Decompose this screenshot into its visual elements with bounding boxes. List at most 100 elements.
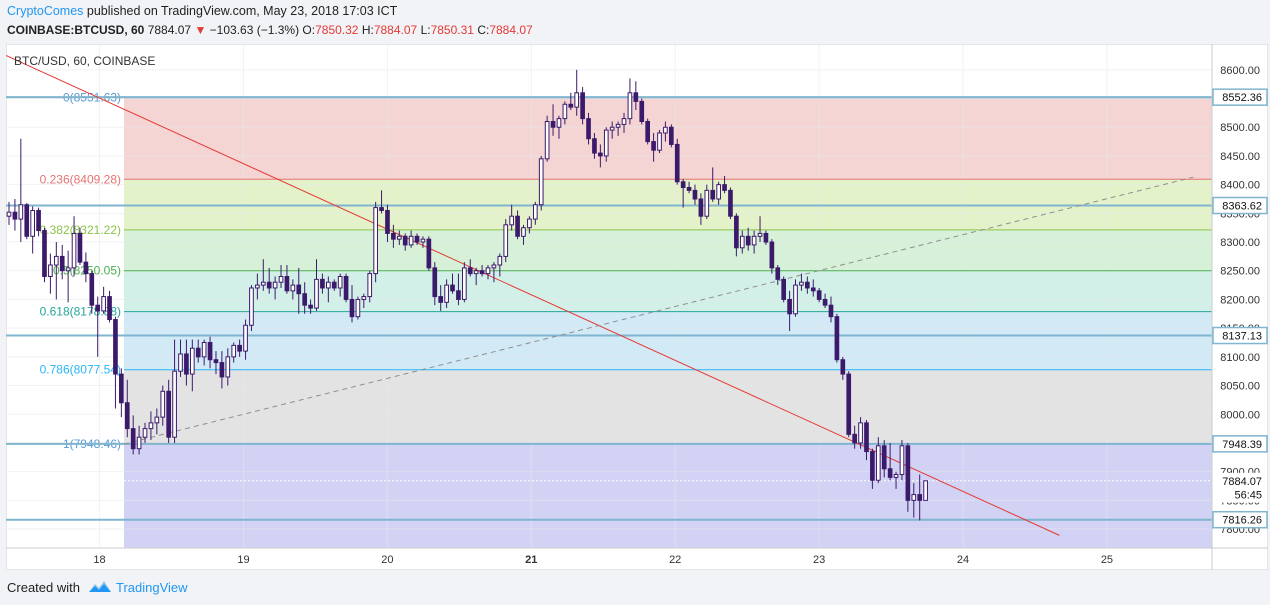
candlestick-chart[interactable]: 0(8551.63)0.236(8409.28)0.382(8321.22)0.…	[5, 43, 1269, 571]
y-tick-label: 8450.00	[1220, 151, 1260, 163]
candle-body	[438, 296, 444, 303]
candle-body	[36, 209, 41, 232]
x-tick-label: 20	[381, 554, 393, 566]
price-tag-label: 7948.39	[1222, 439, 1262, 451]
x-tick-label: 24	[957, 554, 969, 566]
change-arrow-icon: ▼	[194, 23, 207, 37]
price-tag-box	[1212, 326, 1268, 345]
y-tick-label: 8400.00	[1220, 180, 1260, 192]
candle-body	[692, 189, 698, 200]
candle-body	[852, 433, 857, 444]
candle-body	[320, 278, 325, 289]
x-tick-label: 18	[93, 554, 105, 566]
high-value: 7884.07	[373, 23, 418, 37]
candle-body	[101, 296, 106, 312]
candle-body	[609, 126, 615, 131]
candle-body	[24, 204, 30, 237]
candle-body	[769, 241, 775, 269]
tradingview-logo-icon[interactable]	[88, 579, 112, 596]
price-tag-bg	[1213, 486, 1267, 503]
fib-label: 0.236(8409.28)	[40, 172, 121, 186]
candle-body	[734, 215, 739, 249]
candle-body	[225, 356, 231, 378]
candle-body	[822, 298, 828, 306]
candle-body	[716, 184, 721, 200]
candle-body	[887, 468, 893, 478]
candle-body	[893, 474, 899, 478]
candle-body	[314, 278, 319, 309]
candle-body	[568, 103, 574, 108]
low-label: L:	[420, 23, 431, 37]
x-tick-label: 19	[237, 554, 249, 566]
candle-body	[538, 158, 544, 206]
candle-body	[739, 235, 745, 249]
x-tick-label: 23	[813, 554, 825, 566]
candle-body	[816, 290, 822, 300]
y-tick-label: 8500.00	[1220, 122, 1260, 134]
candle-body	[881, 445, 887, 470]
candle-body	[172, 370, 177, 438]
candle-body	[189, 347, 195, 375]
candle-body	[462, 267, 467, 300]
candle-body	[130, 428, 136, 450]
fib-band-1	[124, 443, 1213, 548]
open-label: O:	[302, 23, 316, 37]
y-tick-label: 8100.00	[1220, 352, 1260, 364]
candle-body	[18, 204, 24, 220]
symbol-quote-bar: COINBASE:BTCUSD, 60 7884.07 ▼ −103.63 (−…	[7, 23, 533, 37]
candle-body	[598, 152, 603, 157]
candle-body	[249, 287, 254, 326]
candle-body	[160, 390, 166, 418]
candle-body	[497, 255, 503, 266]
candle-body	[213, 359, 219, 364]
candle-body	[923, 480, 928, 501]
candle-body	[42, 230, 47, 277]
dashed-trend-line	[123, 176, 1194, 445]
candle-body	[722, 184, 727, 191]
candle-body	[414, 235, 420, 243]
candle-body	[503, 224, 509, 257]
chart-container[interactable]: 0(8551.63) 0.236(8409.28) 0.382(8321.22) 0.…	[5, 43, 1269, 571]
y-tick-label: 8000.00	[1220, 409, 1260, 421]
fib-band-0.618	[124, 311, 1213, 370]
open-value: 7850.32	[315, 23, 359, 37]
candle-body	[391, 232, 396, 240]
candle-body	[12, 211, 18, 220]
candle-body	[775, 267, 781, 280]
candle-body	[59, 255, 65, 272]
tradingview-link[interactable]: TradingView	[115, 580, 188, 595]
candle-body	[379, 207, 384, 211]
candle-body	[745, 235, 751, 246]
candle-body	[367, 273, 373, 298]
candle-body	[444, 284, 449, 303]
candle-body	[905, 445, 911, 501]
candle-body	[30, 209, 35, 237]
candle-body	[615, 123, 621, 128]
candle-body	[556, 118, 562, 128]
close-value: 7884.07	[489, 23, 533, 37]
candle-body	[680, 181, 686, 189]
candle-body	[154, 416, 160, 424]
candle-body	[450, 284, 455, 292]
candle-body	[834, 316, 840, 361]
candle-body	[53, 255, 59, 266]
candle-body	[219, 362, 225, 378]
candle-body	[698, 198, 704, 217]
candle-body	[402, 235, 408, 246]
candle-body	[840, 359, 846, 375]
candle-body	[864, 422, 869, 453]
candle-body	[521, 227, 526, 237]
candle-body	[201, 341, 207, 358]
candle-body	[911, 494, 917, 501]
change-value: −103.63 (−1.3%)	[209, 23, 300, 37]
author-link[interactable]: CryptoComes	[7, 4, 84, 18]
candle-body	[385, 209, 390, 234]
price-tag-label: 56:45	[1234, 490, 1262, 502]
candle-body	[272, 281, 278, 289]
candle-body	[48, 264, 53, 277]
candle-body	[296, 284, 302, 295]
candle-body	[763, 232, 769, 243]
candle-body	[456, 290, 461, 300]
candle-body	[787, 298, 792, 315]
candle-body	[621, 118, 627, 125]
